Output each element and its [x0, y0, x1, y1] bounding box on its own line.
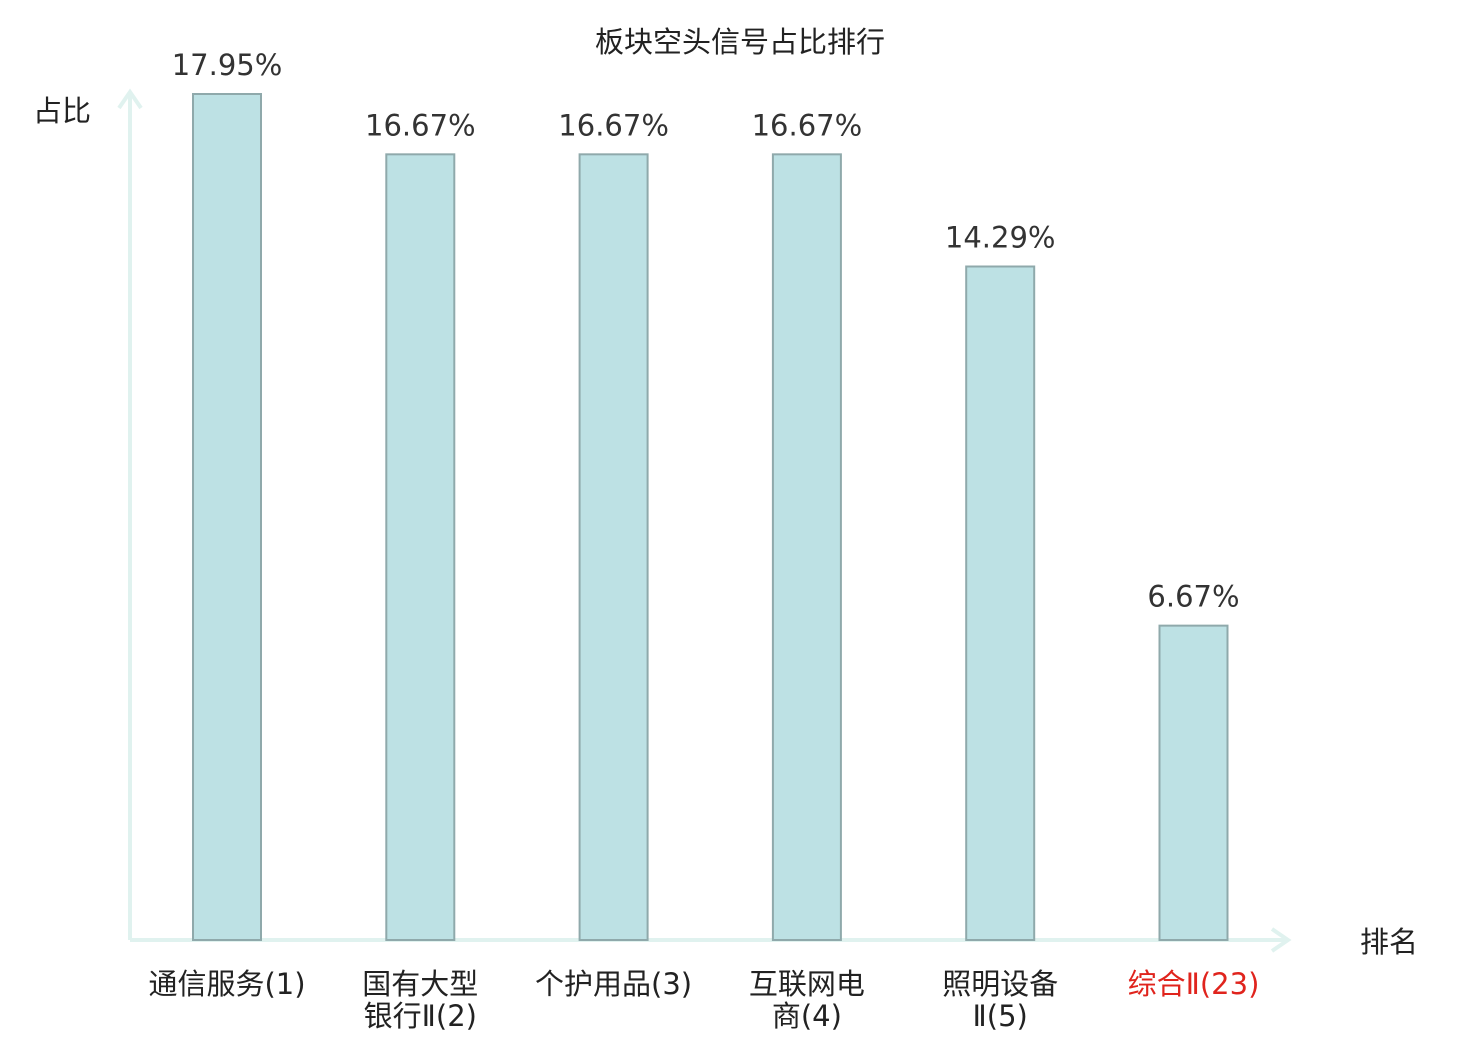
chart-title: 板块空头信号占比排行: [595, 25, 885, 59]
value-label-6: 6.67%: [1147, 580, 1239, 614]
bar-6: [1158, 624, 1229, 941]
y-axis-label: 占比: [33, 94, 91, 128]
category-label-2-line-2: 银行Ⅱ(2): [364, 999, 477, 1033]
bar-3: [578, 153, 649, 941]
value-label-3: 16.67%: [558, 108, 669, 142]
value-label-2: 16.67%: [365, 108, 476, 142]
category-label-3: 个护用品(3): [535, 967, 692, 1001]
value-label-1: 17.95%: [172, 48, 283, 82]
category-label-5-line-1: 照明设备: [942, 967, 1058, 1001]
category-label-4-line-1: 互联网电: [749, 967, 865, 1001]
x-axis: [130, 927, 1292, 953]
value-label-4: 16.67%: [752, 108, 863, 142]
value-label-5: 14.29%: [945, 220, 1056, 254]
bar-2: [385, 153, 456, 941]
bar-4: [771, 153, 842, 941]
bar-5: [965, 265, 1036, 942]
category-label-6: 综合Ⅱ(23): [1128, 967, 1260, 1001]
category-label-5-line-2: Ⅱ(5): [973, 999, 1028, 1033]
category-label-1: 通信服务(1): [148, 967, 305, 1001]
bar-1: [192, 93, 262, 941]
category-label-2-line-1: 国有大型: [362, 967, 478, 1001]
y-axis: [117, 88, 143, 940]
bars-group: [192, 93, 1229, 942]
x-axis-label: 排名: [1360, 925, 1418, 959]
category-label-4-line-2: 商(4): [772, 999, 842, 1033]
value-labels-group: 17.95% 16.67% 16.67% 16.67% 14.29% 6.67%: [172, 48, 1240, 614]
